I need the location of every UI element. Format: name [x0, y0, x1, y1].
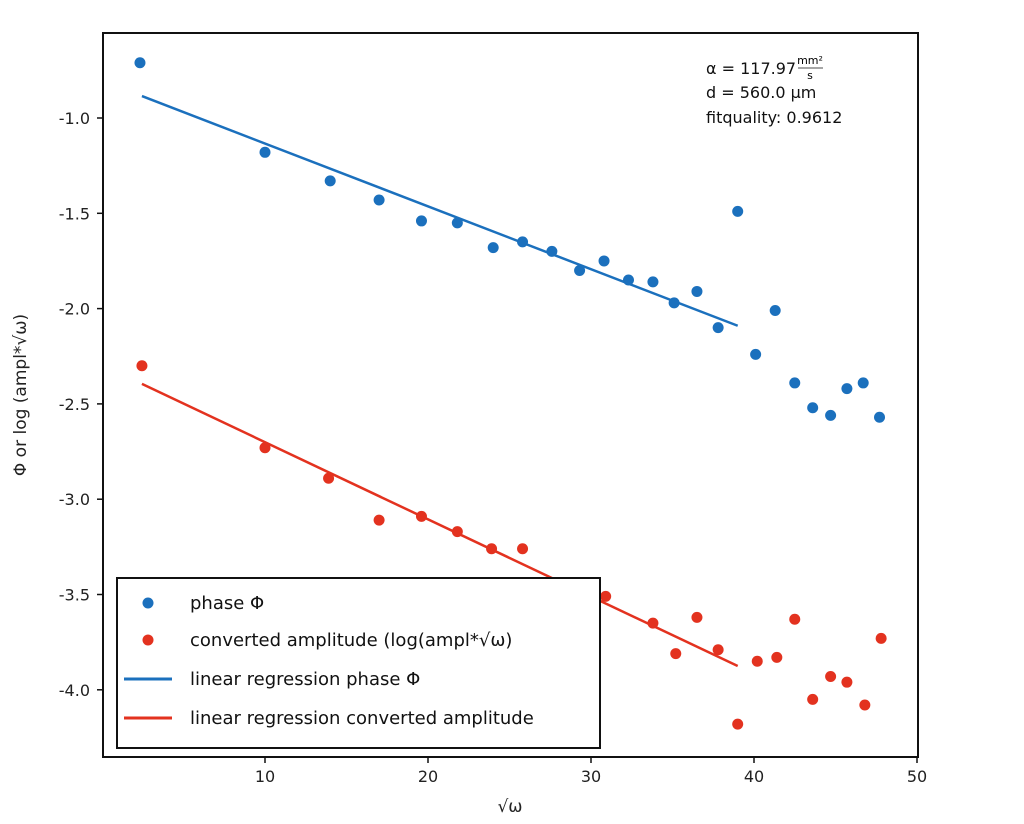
amplitude-point [751, 655, 763, 667]
annotation-box: α = 117.97 mm² s d = 560.0 µm fitquality… [706, 54, 842, 127]
phase-point [598, 255, 610, 267]
x-tick-label: 50 [907, 767, 927, 786]
amplitude-point [486, 543, 498, 555]
amplitude-point [517, 543, 529, 555]
legend-label-amplitude-regression: linear regression converted amplitude [190, 708, 534, 729]
amplitude-point [875, 632, 887, 644]
amplitude-point [647, 617, 659, 629]
amplitude-point [732, 718, 744, 730]
x-tick-label: 20 [418, 767, 438, 786]
amplitude-point [670, 648, 682, 660]
phase-point [134, 57, 146, 69]
x-tick-label: 30 [581, 767, 601, 786]
phase-point [517, 236, 529, 248]
phase-point [324, 175, 336, 187]
amplitude-regression-line [141, 382, 739, 668]
phase-point [415, 215, 427, 227]
legend-label-phase: phase Φ [190, 593, 264, 614]
y-tick-label: -4.0 [59, 681, 90, 700]
y-tick-label: -2.0 [59, 300, 90, 319]
amplitude-point [789, 613, 801, 625]
phase-point [807, 402, 819, 414]
amplitude-point [841, 676, 853, 688]
phase-point [546, 245, 558, 257]
phase-regression-line [141, 94, 739, 327]
y-tick-label: -1.0 [59, 109, 90, 128]
amplitude-point [771, 651, 783, 663]
amplitude-point [691, 611, 703, 623]
legend-marker-phase [142, 597, 154, 609]
x-axis-label: √ω [497, 797, 522, 817]
phase-point [712, 322, 724, 334]
amplitude-point [415, 510, 427, 522]
phase-point [732, 205, 744, 217]
amplitude-point [323, 472, 335, 484]
amplitude-point [259, 442, 271, 454]
annotation-fitquality: fitquality: 0.9612 [706, 108, 842, 127]
annotation-alpha-unit-num: mm² [797, 54, 823, 67]
phase-point [691, 285, 703, 297]
legend-label-phase-regression: linear regression phase Φ [190, 669, 420, 690]
phase-point [487, 242, 499, 254]
annotation-alpha-unit-den: s [807, 69, 813, 82]
phase-point [857, 377, 869, 389]
phase-point [647, 276, 659, 288]
phase-point [769, 305, 781, 317]
x-tick-label: 40 [744, 767, 764, 786]
phase-point [750, 348, 762, 360]
legend: phase Φ converted amplitude (log(ampl*√ω… [116, 577, 601, 749]
amplitude-point [807, 693, 819, 705]
phase-point [622, 274, 634, 286]
legend-label-amplitude: converted amplitude (log(ampl*√ω) [190, 630, 512, 651]
amplitude-point [712, 644, 724, 656]
x-tick-label: 10 [255, 767, 275, 786]
annotation-alpha: α = 117.97 [706, 59, 796, 78]
amplitude-point [859, 699, 871, 711]
phase-point [841, 383, 853, 395]
phase-point [451, 217, 463, 229]
amplitude-point [825, 670, 837, 682]
phase-point [825, 409, 837, 421]
phase-point [373, 194, 385, 206]
y-tick-label: -3.0 [59, 490, 90, 509]
legend-marker-amplitude [142, 634, 154, 646]
amplitude-point [600, 590, 612, 602]
annotation-thickness: d = 560.0 µm [706, 83, 816, 102]
phase-point [259, 146, 271, 158]
amplitude-point [373, 514, 385, 526]
y-axis-label: Φ or log (ampl*√ω) [11, 314, 31, 476]
plot-frame [102, 32, 919, 758]
amplitude-point [136, 360, 148, 372]
y-tick-label: -2.5 [59, 395, 90, 414]
y-tick-label: -1.5 [59, 204, 90, 223]
amplitude-point [451, 526, 463, 538]
y-tick-label: -3.5 [59, 586, 90, 605]
phase-point [668, 297, 680, 309]
phase-point [789, 377, 801, 389]
phase-point [574, 264, 586, 276]
legend-frame [116, 577, 601, 749]
phase-point [874, 411, 886, 423]
